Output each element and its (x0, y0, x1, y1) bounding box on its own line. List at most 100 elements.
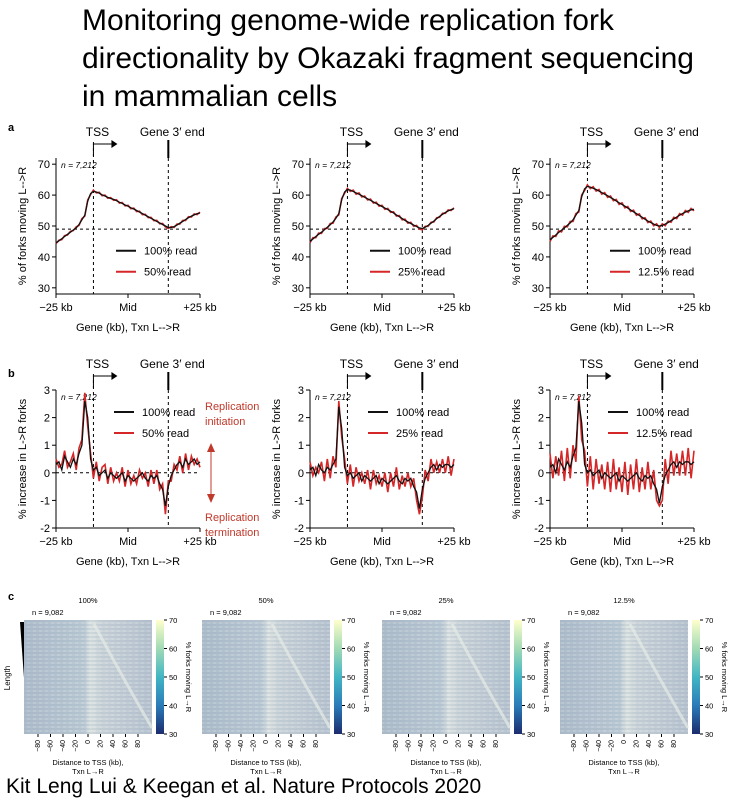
x-tick-label: Mid (613, 302, 631, 314)
legend-label: 100% read (142, 407, 195, 419)
y-tick-label: 40 (292, 252, 304, 264)
annotation-arrow-head-up (207, 443, 215, 452)
y-tick-label: 1 (298, 440, 304, 452)
heatmap-xlabel-1: Distance to TSS (kb), (588, 758, 659, 767)
y-tick-label: 40 (532, 252, 544, 264)
x-tick-label: −40 (418, 740, 425, 752)
colorbar-tick-label: 40 (347, 702, 355, 711)
y-tick-label: 50 (532, 221, 544, 233)
tss-arrow-head (365, 140, 372, 148)
x-tick-label: +25 kb (183, 302, 216, 314)
x-tick-label: −40 (596, 740, 603, 752)
n-label: n = 7,212 (315, 160, 351, 170)
n-label: n = 7,212 (555, 392, 591, 402)
colorbar-tick-label: 70 (347, 616, 355, 625)
tss-arrow (92, 143, 112, 156)
x-tick-label: 80 (671, 740, 678, 748)
x-tick-label: 0 (621, 740, 628, 744)
tss-label: TSS (580, 357, 603, 371)
x-tick-label: 20 (276, 740, 283, 748)
tss-label: TSS (580, 125, 603, 139)
series-line-full-read (549, 400, 695, 504)
tss-arrow (586, 375, 606, 388)
x-tick-label: 0 (85, 740, 92, 744)
legend-label: 100% read (638, 246, 691, 258)
replication-annotation: Replication initiation Replication terminat… (205, 401, 259, 539)
colorbar (514, 620, 522, 734)
legend-label: 25% read (396, 428, 443, 440)
annotation-arrow-head-down (207, 494, 215, 503)
colorbar-tick-label: 30 (705, 730, 713, 739)
x-tick-label: −80 (213, 740, 220, 752)
legend-label: 50% read (144, 267, 191, 279)
x-tick-label: +25 kb (437, 302, 470, 314)
series-line-subsampled (309, 186, 455, 244)
colorbar-label: % forks moving L→R (362, 642, 371, 713)
tss-arrow-head (605, 140, 612, 148)
gene-end-ridge (628, 623, 690, 729)
colorbar-tick-label: 60 (347, 645, 355, 654)
x-tick-label: −40 (60, 740, 67, 752)
x-tick-label: 0 (263, 740, 270, 744)
legend-label: 12.5% read (638, 267, 694, 279)
credit-line: Kit Leng Lui & Keegan et al. Nature Prot… (6, 775, 482, 798)
tss-arrow-head (605, 372, 612, 380)
colorbar-tick-label: 70 (169, 616, 177, 625)
series-line-full-read (55, 190, 201, 244)
y-tick-label: -1 (40, 495, 50, 507)
heatmap-title: 50% (258, 596, 273, 605)
x-axis-label: Gene (kb), Txn L-->R (76, 556, 180, 568)
colorbar-tick-label: 50 (705, 673, 713, 682)
tss-arrow (92, 375, 112, 388)
y-tick-label: 2 (538, 413, 544, 425)
colorbar (334, 620, 342, 734)
series-line-subsampled (309, 400, 455, 515)
gene-end-ridge (270, 623, 332, 729)
heatmap-3: 25% n = 9,082 −80 −60 −40 −20 0 20 40 60 80 Distanc… (382, 596, 551, 776)
x-tick-label: −25 kb (39, 536, 72, 548)
tss-arrow (346, 375, 366, 388)
heatmap-texture (560, 620, 688, 734)
x-tick-label: −20 (251, 740, 258, 752)
heatmap-xlabel-1: Distance to TSS (kb), (52, 758, 123, 767)
tss-label: TSS (86, 125, 109, 139)
gene-end-label: Gene 3′ end (394, 125, 459, 139)
x-tick-label: −25 kb (533, 302, 566, 314)
colorbar-tick-label: 70 (527, 616, 535, 625)
panel-label-c: c (8, 591, 14, 603)
y-tick-label: 3 (44, 385, 50, 397)
x-tick-label: 0 (443, 740, 450, 744)
n-label: n = 7,212 (315, 392, 351, 402)
gene-end-label: Gene 3′ end (140, 357, 205, 371)
y-tick-label: 60 (38, 190, 50, 202)
y-tick-label: 1 (538, 440, 544, 452)
heatmap-texture (382, 620, 510, 734)
annotation-initiation-1: Replication (205, 401, 259, 413)
series-line-full-read (309, 406, 455, 509)
legend-label: 100% read (144, 246, 197, 258)
colorbar-tick-label: 40 (705, 702, 713, 711)
x-tick-label: +25 kb (437, 536, 470, 548)
tss-arrow (586, 143, 606, 156)
heatmap-xlabel-2: Txn L→R (250, 767, 282, 776)
series-line-subsampled (549, 395, 695, 508)
heatmap-2: 50% n = 9,082 −80 −60 −40 −20 0 20 40 60 80 Distanc… (202, 596, 371, 776)
heatmap-n-label: n = 9,082 (32, 608, 64, 617)
series-line-subsampled (549, 183, 695, 242)
x-tick-label: Mid (119, 302, 137, 314)
y-tick-label: 0 (44, 468, 50, 480)
y-tick-label: -2 (534, 523, 544, 535)
x-axis-label: Gene (kb), Txn L-->R (76, 322, 180, 334)
n-label: n = 7,212 (61, 392, 97, 402)
y-axis-label: % of forks moving L-->R (17, 167, 29, 285)
y-tick-label: 1 (44, 440, 50, 452)
y-tick-label: 0 (538, 468, 544, 480)
y-tick-label: 2 (298, 413, 304, 425)
x-axis-label: Gene (kb), Txn L-->R (330, 556, 434, 568)
y-tick-label: -1 (294, 495, 304, 507)
x-tick-label: 20 (634, 740, 641, 748)
y-axis-label: % increase in L->R forks (271, 398, 283, 519)
